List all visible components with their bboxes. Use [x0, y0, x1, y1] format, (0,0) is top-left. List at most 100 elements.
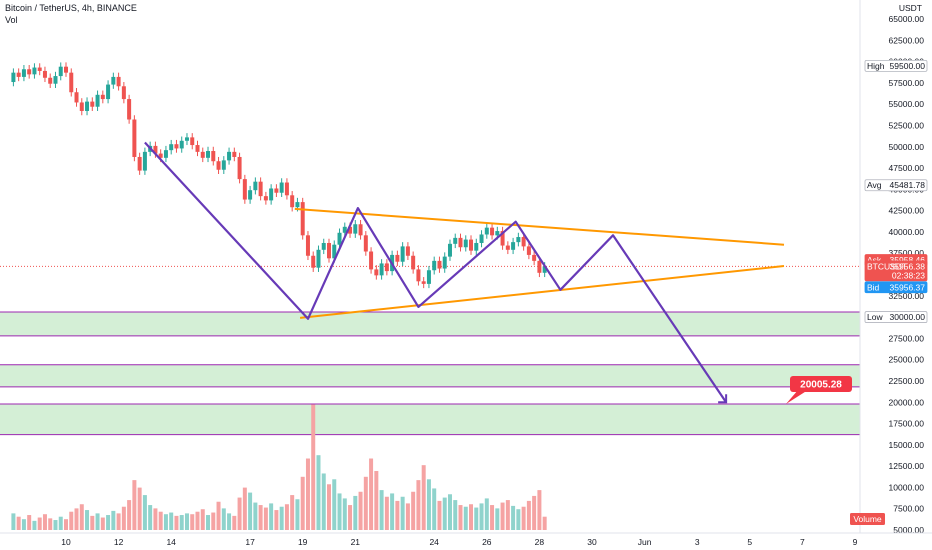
candle-body-29 — [163, 150, 168, 158]
volume-bar-29 — [163, 514, 168, 530]
candle-body-100 — [537, 260, 542, 273]
volume-bar-67 — [363, 476, 368, 530]
time-tick-7: 26 — [482, 537, 492, 547]
triangle-upper-line — [294, 207, 785, 246]
volume-bar-54 — [295, 499, 300, 530]
volume-bar-45 — [248, 492, 253, 530]
time-tick-3: 17 — [245, 537, 255, 547]
candle-body-22 — [127, 99, 132, 120]
price-tick-4: 55000.00 — [889, 99, 925, 109]
symbol-title: Bitcoin / TetherUS, 4h, BINANCE — [5, 3, 137, 13]
price-tick-19: 17500.00 — [889, 419, 925, 429]
candle-body-37 — [206, 151, 211, 158]
time-axis[interactable]: 10 12 14 17 19 21 24 26 28 30 Jun 3 5 7 9 — [0, 532, 932, 547]
candle-body-85 — [458, 237, 463, 248]
candle-body-71 — [384, 263, 389, 272]
indicator-label: Vol — [5, 15, 18, 25]
candle-body-99 — [532, 254, 537, 261]
price-tick-11: 37500.00 — [889, 248, 925, 258]
candle-body-83 — [447, 243, 452, 257]
volume-bar-42 — [232, 515, 237, 530]
volume-bar-93 — [500, 502, 505, 530]
target-box — [790, 376, 852, 392]
candle-body-8 — [53, 76, 58, 84]
candle-body-55 — [300, 202, 305, 236]
volume-bar-5 — [37, 517, 42, 530]
candle-body-34 — [190, 137, 195, 146]
volume-bar-71 — [384, 496, 389, 530]
badge-0-label: High — [867, 61, 885, 71]
candle-body-9 — [58, 66, 63, 77]
candle-body-84 — [453, 237, 458, 244]
candle-body-12 — [74, 92, 79, 103]
volume-bar-96 — [516, 509, 521, 530]
price-tick-20: 15000.00 — [889, 440, 925, 450]
badge-1-value: 45481.78 — [890, 180, 926, 190]
price-tick-7: 47500.00 — [889, 163, 925, 173]
candle-body-52 — [284, 182, 289, 196]
volume-bar-98 — [526, 500, 531, 530]
time-tick-5: 21 — [351, 537, 361, 547]
candle-body-1 — [16, 72, 21, 77]
volume-bar-57 — [311, 404, 316, 530]
volume-bar-28 — [158, 511, 163, 530]
volume-badge-label: Volume — [853, 514, 882, 524]
volume-bar-74 — [400, 496, 405, 530]
volume-bar-11 — [69, 511, 74, 530]
volume-bar-30 — [169, 512, 174, 530]
volume-bar-15 — [90, 515, 95, 530]
badge-3-bg — [864, 260, 928, 282]
candle-body-36 — [200, 151, 205, 158]
candle-body-20 — [116, 76, 121, 87]
candle-body-60 — [327, 242, 331, 259]
volume-bar-9 — [58, 516, 63, 530]
candle-body-33 — [184, 137, 189, 141]
volume-bar-80 — [432, 488, 437, 530]
volume-bar-68 — [369, 458, 374, 530]
volume-bar-70 — [379, 490, 384, 530]
candle-body-78 — [421, 281, 426, 284]
target-pointer — [786, 390, 808, 404]
candle-body-27 — [153, 145, 158, 154]
candle-body-64 — [348, 226, 353, 234]
candle-body-95 — [511, 242, 516, 250]
candle-body-35 — [195, 145, 200, 152]
time-tick-12: 5 — [747, 537, 752, 547]
candle-body-42 — [232, 151, 237, 157]
volume-bar-34 — [190, 514, 195, 530]
volume-bar-27 — [153, 508, 158, 530]
candle-body-68 — [369, 251, 374, 270]
candle-body-89 — [479, 234, 484, 243]
candle-body-86 — [463, 239, 468, 248]
volume-bar-3 — [27, 515, 32, 530]
support-zones — [0, 265, 860, 436]
candle-body-65 — [353, 224, 358, 234]
volume-bar-1 — [16, 516, 21, 530]
candle-body-76 — [411, 255, 416, 270]
volume-bar-100 — [537, 490, 542, 530]
triangle-lower-line — [299, 265, 785, 319]
volume-bar-23 — [132, 480, 137, 530]
volume-bar-17 — [100, 517, 105, 530]
volume-bar-61 — [332, 479, 337, 530]
volume-bar-56 — [305, 458, 310, 530]
price-tick-0: 65000.00 — [889, 14, 925, 24]
volume-bar-88 — [474, 507, 479, 530]
volume-bar-43 — [237, 497, 242, 530]
volume-bar-10 — [64, 519, 68, 530]
candle-body-10 — [64, 66, 68, 73]
price-tick-22: 10000.00 — [889, 482, 925, 492]
candle-body-91 — [490, 227, 495, 236]
volume-bar-20 — [116, 513, 121, 530]
zigzag-arrowhead — [718, 394, 728, 404]
candle-body-15 — [90, 101, 95, 107]
volume-bar-69 — [374, 470, 379, 530]
volume-bar-55 — [300, 476, 305, 530]
candle-body-96 — [516, 237, 521, 243]
candle-body-50 — [274, 188, 279, 193]
volume-bar-2 — [21, 519, 26, 530]
volume-bar-79 — [426, 479, 431, 530]
candle-body-80 — [432, 260, 437, 271]
candle-body-28 — [158, 153, 163, 158]
